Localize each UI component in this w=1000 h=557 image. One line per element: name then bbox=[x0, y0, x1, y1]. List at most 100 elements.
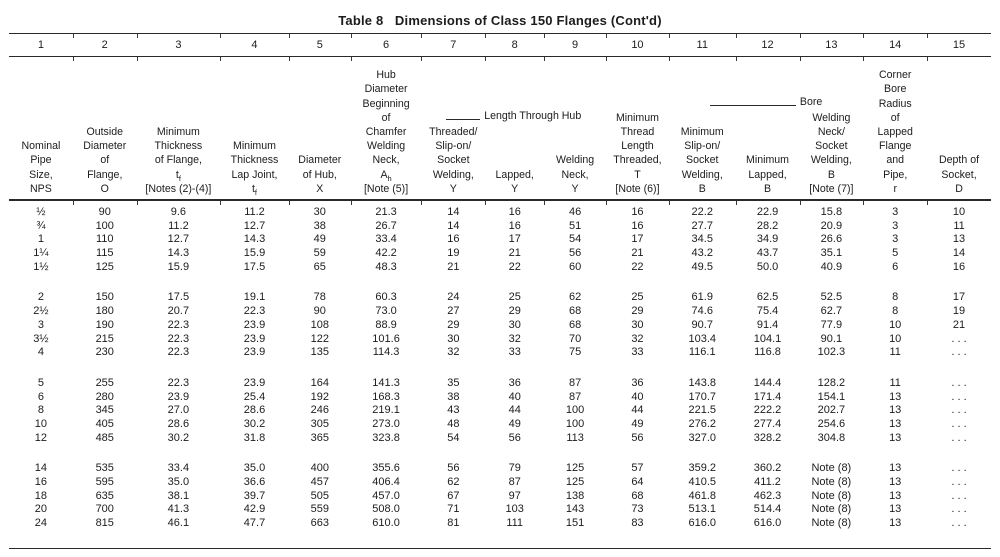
header-note: [Notes (2)-(4)] bbox=[145, 182, 212, 195]
table-cell: 60.3 bbox=[375, 291, 397, 304]
table-cell: 12 bbox=[34, 431, 48, 444]
group-subcolumns: Threaded/ Slip-on/ Socket Welding, Y Lap… bbox=[421, 125, 606, 196]
table-cell: 559 bbox=[310, 503, 329, 516]
table-cell: 26.6 bbox=[820, 233, 843, 246]
table-cell: 1 bbox=[37, 233, 44, 246]
table-cell: 44 bbox=[508, 404, 521, 417]
table-cell: 116.1 bbox=[688, 346, 716, 359]
table-cell: 154.1 bbox=[817, 390, 846, 403]
table-cell: 64 bbox=[631, 476, 644, 488]
table-cell: 635 bbox=[95, 489, 114, 502]
table-cell: 8 bbox=[892, 305, 899, 318]
column-divider-tick bbox=[927, 34, 929, 38]
table-cell: 22.3 bbox=[167, 332, 190, 345]
header-label: Diameter of Hub, X bbox=[298, 154, 342, 195]
table-cell: 23.9 bbox=[243, 318, 266, 331]
table-cell: 5 bbox=[37, 376, 44, 389]
table-cell: . . . bbox=[951, 431, 967, 444]
table-cell: 277.4 bbox=[753, 417, 782, 430]
table-cell: 23.9 bbox=[167, 390, 190, 403]
column-divider-tick bbox=[288, 34, 290, 38]
table-row: 6 280 23.9 25.4 192 168.3 38 40 87 40 170.7 171.4 15… bbox=[9, 391, 991, 405]
table-cell: 485 bbox=[95, 431, 114, 444]
table-cell: 90.1 bbox=[820, 332, 843, 345]
table-cell: 180 bbox=[95, 305, 114, 318]
table-cell: 144.4 bbox=[753, 376, 782, 389]
table-cell: 24 bbox=[34, 517, 48, 530]
table-cell: 3½ bbox=[33, 332, 49, 345]
table-cell: 508.0 bbox=[372, 503, 400, 516]
table-cell: 13 bbox=[889, 503, 902, 516]
table-cell: 222.2 bbox=[753, 404, 782, 417]
table-cell: 102.3 bbox=[817, 346, 846, 359]
table-cell: 20.9 bbox=[820, 219, 843, 232]
table-cell: 28.6 bbox=[167, 417, 190, 430]
column-divider-tick bbox=[799, 57, 801, 61]
header-symbol: tf bbox=[251, 182, 258, 197]
row-group: 5 255 22.3 23.9 164 141.3 35 36 87 36 143.8 144.4 12… bbox=[9, 377, 991, 445]
header-min-slipon-socket-b: Minimum Slip-on/ Socket Welding, B bbox=[669, 125, 736, 196]
table-cell: 40 bbox=[508, 390, 521, 403]
table-cell: 31.8 bbox=[243, 431, 266, 444]
table-cell: 365 bbox=[310, 431, 329, 444]
header-nominal-pipe-size: Nominal Pipe Size, NPS bbox=[9, 139, 73, 196]
table-cell: 33.4 bbox=[375, 233, 397, 246]
table-cell: 62.5 bbox=[756, 291, 779, 304]
table-cell: 462.3 bbox=[753, 489, 782, 502]
table-cell: 16 bbox=[631, 206, 644, 218]
table-cell: 16 bbox=[508, 206, 521, 218]
table-cell: 14 bbox=[447, 219, 460, 232]
table-cell: Note (8) bbox=[811, 489, 852, 502]
table-cell: 190 bbox=[95, 318, 114, 331]
table-cell: 49 bbox=[313, 233, 326, 246]
table-cell: 17 bbox=[952, 291, 966, 304]
table-cell: 90.7 bbox=[691, 318, 713, 331]
table-cell: 17.5 bbox=[167, 291, 190, 304]
table-cell: 25 bbox=[631, 291, 644, 304]
table-header: Nominal Pipe Size, NPS Outside Diameter … bbox=[9, 57, 991, 199]
table-cell: 11.2 bbox=[168, 219, 189, 232]
table-cell: 22.3 bbox=[167, 376, 190, 389]
table-cell: 90 bbox=[313, 305, 326, 318]
table-cell: 19 bbox=[952, 305, 966, 318]
table-cell: 104.1 bbox=[753, 332, 782, 345]
table-cell: Note (8) bbox=[811, 476, 852, 488]
table-cell: 91.4 bbox=[756, 318, 779, 331]
table-cell: 56 bbox=[631, 431, 644, 444]
column-divider-tick bbox=[485, 34, 487, 38]
table-cell: 411.2 bbox=[754, 476, 781, 488]
table-cell: 108 bbox=[310, 318, 329, 331]
column-number: 10 bbox=[631, 39, 644, 51]
table-cell: 255 bbox=[95, 376, 114, 389]
table-cell: 164 bbox=[310, 376, 329, 389]
header-min-thickness-lap-joint: Minimum Thickness Lap Joint, tf bbox=[220, 139, 289, 196]
table-cell: 110 bbox=[95, 233, 114, 246]
column-number: 6 bbox=[383, 39, 390, 51]
table-cell: 13 bbox=[889, 417, 902, 430]
table-cell: 11.2 bbox=[244, 206, 265, 218]
table-cell: 44 bbox=[631, 404, 644, 417]
column-divider-tick bbox=[606, 34, 608, 38]
column-divider-tick bbox=[863, 57, 865, 61]
table-row: 14 535 33.4 35.0 400 355.6 56 79 125 57 359.2 360.2… bbox=[9, 462, 991, 476]
title-band: Table 8 Dimensions of Class 150 Flanges … bbox=[9, 0, 991, 33]
table-cell: 22.9 bbox=[756, 206, 779, 218]
header-label: Threaded/ Slip-on/ Socket Welding, Y bbox=[429, 125, 478, 195]
table-cell: 68 bbox=[631, 489, 644, 502]
table-cell: 40.9 bbox=[820, 260, 843, 273]
table-cell: 20 bbox=[34, 503, 48, 516]
table-cell: 30.2 bbox=[243, 417, 266, 430]
table-cell: ½ bbox=[36, 206, 46, 218]
table-cell: ¾ bbox=[36, 219, 46, 232]
table-row: 1½ 125 15.9 17.5 65 48.3 21 22 60 22 49.5 50.0 40.9 6… bbox=[9, 261, 991, 275]
column-number: 1 bbox=[37, 39, 44, 51]
table-cell: 305 bbox=[310, 417, 329, 430]
table-cell: 30 bbox=[313, 206, 326, 218]
table-cell: 88.9 bbox=[375, 318, 397, 331]
table-cell: 514.4 bbox=[753, 503, 782, 516]
table-cell: 14 bbox=[447, 206, 460, 218]
table-cell: 128.2 bbox=[817, 376, 846, 389]
column-divider-tick bbox=[735, 57, 737, 61]
horizontal-rule-under-numbers bbox=[9, 56, 991, 57]
table-cell: 19.1 bbox=[243, 291, 266, 304]
